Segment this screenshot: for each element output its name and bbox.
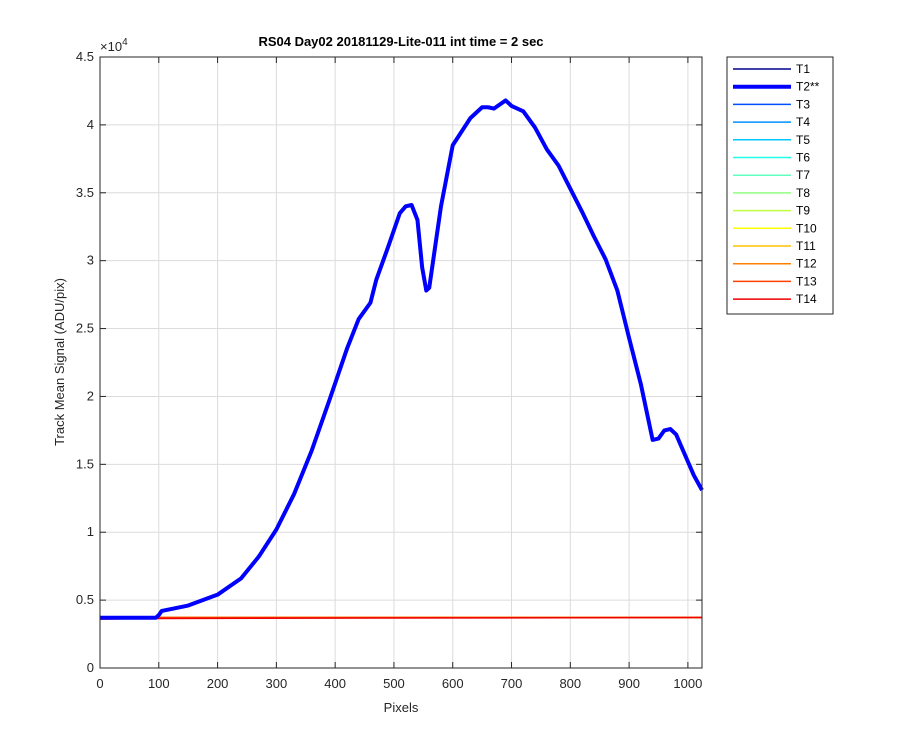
legend-label: T6 [796,151,810,165]
legend-label: T5 [796,133,810,147]
x-axis-title: Pixels [384,700,419,715]
y-tick-label: 4.5 [76,49,94,64]
x-tick-label: 400 [324,676,346,691]
y-tick-label: 2 [87,388,94,403]
y-axis-title: Track Mean Signal (ADU/pix) [52,278,67,446]
y-tick-label: 3.5 [76,185,94,200]
x-tick-label: 1000 [673,676,702,691]
legend-label: T11 [796,239,816,253]
legend-label: T9 [796,204,810,218]
legend-label: T8 [796,186,810,200]
x-tick-label: 200 [207,676,229,691]
legend-label: T2** [796,80,820,94]
x-tick-label: 500 [383,676,405,691]
x-tick-label: 900 [618,676,640,691]
y-tick-label: 0.5 [76,592,94,607]
plot-area [100,57,702,668]
legend-label: T3 [796,97,810,111]
legend-label: T13 [796,274,817,288]
x-tick-label: 100 [148,676,170,691]
y-tick-label: 1 [87,524,94,539]
legend: T1 T2** T3 T4 T5 T6 T7 T8 T9 T10 T11 T12 T13 T14 [726,56,834,315]
y-tick-label: 2.5 [76,321,94,336]
axes-box [99,56,703,669]
x-tick-label: 0 [96,676,103,691]
legend-label: T4 [796,115,810,129]
grid-lines [99,56,702,669]
plot-background [100,57,702,668]
chart-title: RS04 Day02 20181129-Lite-011 int time = … [258,34,543,49]
y-tick-label: 3 [87,253,94,268]
x-tick-labels: 0 100 200 300 400 500 600 700 800 900 1000 [96,676,702,691]
y-exponent-label: ×104 [100,37,128,54]
legend-box [726,56,834,315]
legend-label: T12 [796,257,817,271]
x-tick-label: 800 [559,676,581,691]
y-tick-label: 0 [87,660,94,675]
series-lines [99,98,704,620]
legend-label: T14 [796,292,817,306]
y-tick-labels: 0 0.5 1 1.5 2 2.5 3 3.5 4 4.5 [76,49,94,675]
series-line-t2 [100,98,704,620]
x-tick-label: 700 [501,676,523,691]
legend-label: T1 [796,62,810,76]
axes [99,56,703,669]
y-tick-label: 1.5 [76,456,94,471]
legend-label: T10 [796,221,817,235]
legend-label: T7 [796,168,810,182]
x-tick-label: 300 [266,676,288,691]
y-tick-label: 4 [87,117,94,132]
x-tick-label: 600 [442,676,464,691]
